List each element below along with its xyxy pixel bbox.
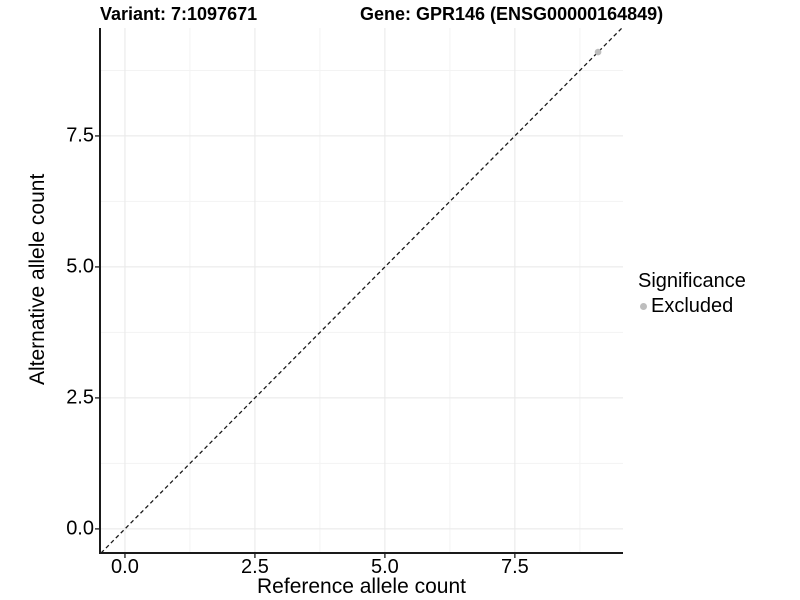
legend: Significance Excluded bbox=[638, 270, 746, 318]
identity-dashed-line bbox=[100, 27, 623, 554]
y-tick-label: 7.5 bbox=[66, 124, 94, 147]
x-tick-label: 2.5 bbox=[241, 556, 269, 578]
x-tick-label: 5.0 bbox=[370, 556, 399, 578]
x-tick-label: 7.5 bbox=[500, 556, 529, 578]
legend-point-icon bbox=[640, 303, 647, 310]
legend-item-excluded: Excluded bbox=[638, 295, 746, 318]
y-tick-label: 0.0 bbox=[66, 517, 94, 540]
y-tick-label: 5.0 bbox=[66, 255, 94, 278]
data-point bbox=[594, 48, 602, 56]
legend-item-label: Excluded bbox=[651, 295, 734, 317]
x-axis-title: Reference allele count bbox=[257, 575, 466, 598]
x-tick-label: 0.0 bbox=[111, 556, 139, 578]
legend-title: Significance bbox=[638, 270, 746, 292]
plot-title-gene: Gene: GPR146 (ENSG00000164849) bbox=[360, 4, 664, 24]
plot-panel bbox=[95, 27, 623, 558]
plot-title-variant: Variant: 7:1097671 bbox=[100, 4, 258, 24]
y-axis-title: Alternative allele count bbox=[26, 173, 49, 385]
y-tick-label: 2.5 bbox=[66, 386, 94, 409]
